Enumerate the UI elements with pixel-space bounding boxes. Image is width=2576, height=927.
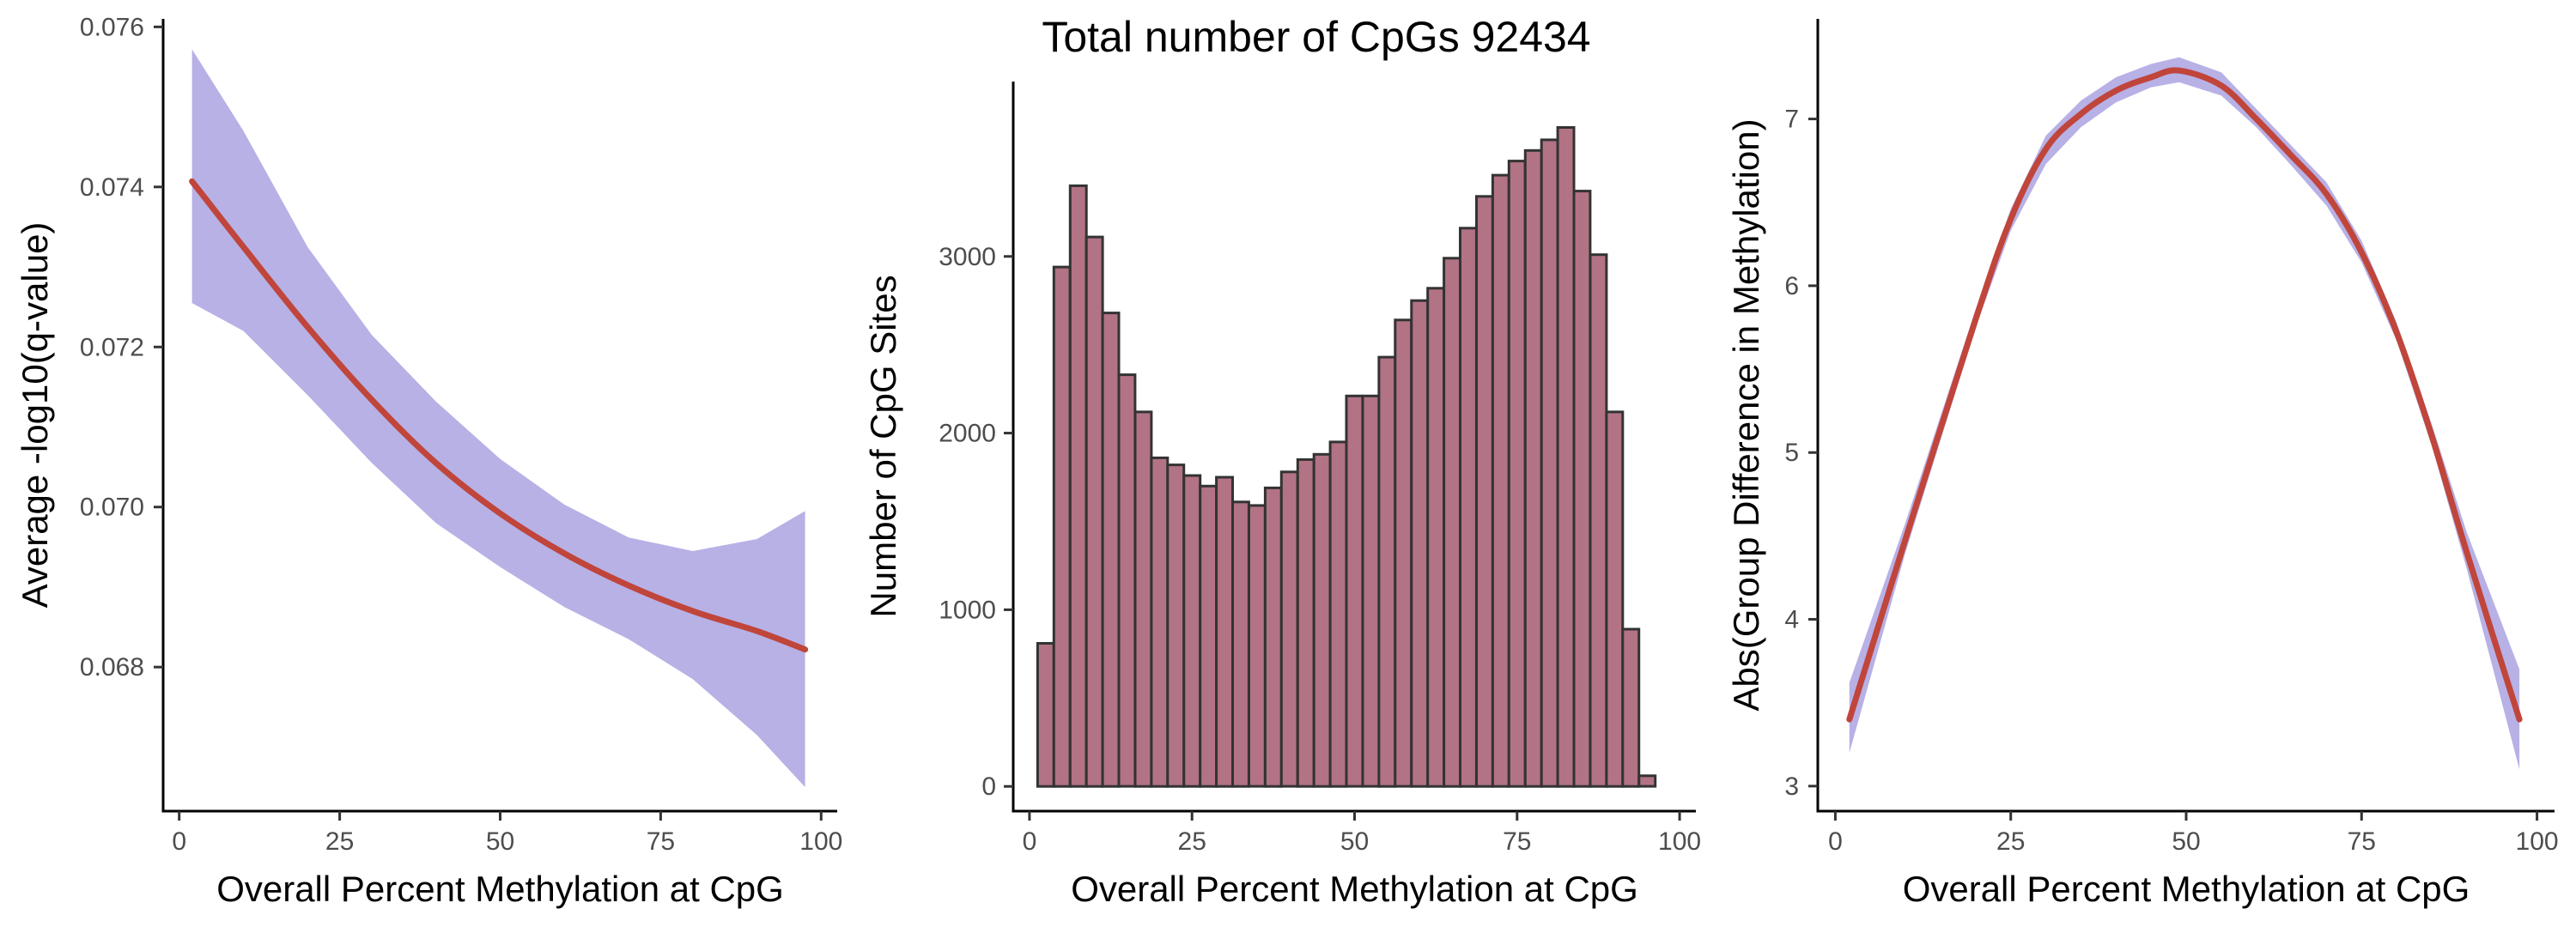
x-tick-label: 50 (1340, 827, 1369, 856)
histogram-bar (1199, 484, 1218, 788)
histogram-bar (1231, 500, 1250, 788)
x-tick-label: 0 (1828, 827, 1843, 856)
y-axis-title: Abs(Group Difference in Methylation) (1726, 118, 1766, 711)
fit-line (1846, 67, 2523, 723)
y-tick-label: 3000 (939, 243, 996, 271)
histogram-bar (1556, 126, 1576, 788)
histogram-bar (1166, 464, 1186, 788)
y-axis-title: Number of CpG Sites (863, 275, 903, 617)
y-tick-label: 3 (1784, 772, 1799, 801)
x-tick-label: 100 (2516, 827, 2559, 856)
histogram-bar (1637, 774, 1657, 788)
y-tick-label: 0.076 (80, 13, 144, 41)
x-tick-label: 0 (1023, 827, 1037, 856)
y-tick-label: 5 (1784, 439, 1799, 467)
x-tick-label: 0 (172, 827, 186, 856)
histogram-bar (1572, 190, 1592, 788)
histogram-bar (1215, 476, 1234, 788)
y-tick-label: 1000 (939, 596, 996, 624)
histogram-bar (1475, 195, 1494, 788)
histogram-bar (1345, 394, 1364, 788)
histogram-bar (1394, 318, 1413, 788)
histogram-bar (1605, 410, 1625, 788)
y-tick-label: 7 (1784, 106, 1799, 134)
histogram-bar (1312, 452, 1332, 788)
histogram-bar (1459, 227, 1478, 788)
histogram-bar (1523, 148, 1543, 788)
y-axis-title: Average -log10(q-value) (15, 222, 55, 609)
x-axis-title: Overall Percent Methylation at CpG (1071, 869, 1638, 909)
x-tick-label: 75 (2348, 827, 2376, 856)
histogram-bar (1279, 470, 1299, 788)
chart-panel-3: 0 25 50 75 100 3 4 5 6 7 Overall Percent Methylati… (1726, 19, 2559, 909)
x-axis-title: Overall Percent Methylation at CpG (216, 869, 784, 909)
confidence-band (191, 49, 805, 787)
x-tick-label: 50 (486, 827, 514, 856)
histogram-bar (1426, 287, 1446, 788)
y-tick-label: 0.072 (80, 333, 144, 361)
histogram-bar (1540, 138, 1559, 788)
histogram-bar (1150, 456, 1170, 788)
y-tick-label: 2000 (939, 420, 996, 448)
x-axis-title: Overall Percent Methylation at CpG (1903, 869, 2470, 909)
chart-title: Total number of CpGs 92434 (1042, 13, 1590, 61)
histogram-bar (1443, 257, 1461, 788)
histogram-bar (1133, 410, 1153, 788)
histogram-bar (1182, 474, 1202, 788)
y-tick-label: 0.074 (80, 173, 144, 202)
y-tick-label: 0.070 (80, 494, 144, 522)
histogram-bar (1068, 184, 1088, 788)
x-tick-label: 25 (1178, 827, 1206, 856)
chart-panel-1: 0 25 50 75 100 0.068 0.070 0.072 0.074 0.076 Overa… (15, 13, 842, 909)
histogram-bar (1328, 440, 1348, 788)
x-tick-label: 50 (2172, 827, 2200, 856)
histogram-bar (1117, 373, 1137, 788)
x-tick-label: 75 (647, 827, 675, 856)
y-tick-label: 0 (981, 772, 996, 801)
x-tick-label: 100 (1658, 827, 1701, 856)
fit-line (189, 178, 809, 653)
y-tick-label: 4 (1784, 606, 1799, 634)
x-tick-label: 25 (1996, 827, 2025, 856)
confidence-band (1849, 57, 2520, 770)
x-tick-label: 75 (1503, 827, 1531, 856)
histogram-bar (1410, 299, 1430, 788)
histogram-bar (1101, 312, 1121, 788)
y-tick-label: 6 (1784, 272, 1799, 300)
y-tick-label: 0.068 (80, 653, 144, 682)
histogram-bar (1361, 394, 1381, 788)
histogram-bar (1491, 173, 1510, 788)
histogram-bar (1036, 642, 1055, 788)
histogram-bar (1248, 504, 1267, 788)
histogram-bar (1263, 486, 1283, 788)
histogram-bar (1507, 160, 1527, 788)
histogram-bar (1084, 235, 1104, 788)
histogram-bar (1052, 265, 1072, 788)
histogram-bar (1589, 253, 1608, 788)
x-tick-label: 25 (325, 827, 354, 856)
histogram-bar (1296, 457, 1315, 788)
histogram-bar (1377, 355, 1397, 788)
histogram-bar (1621, 627, 1641, 788)
x-tick-label: 100 (799, 827, 842, 856)
